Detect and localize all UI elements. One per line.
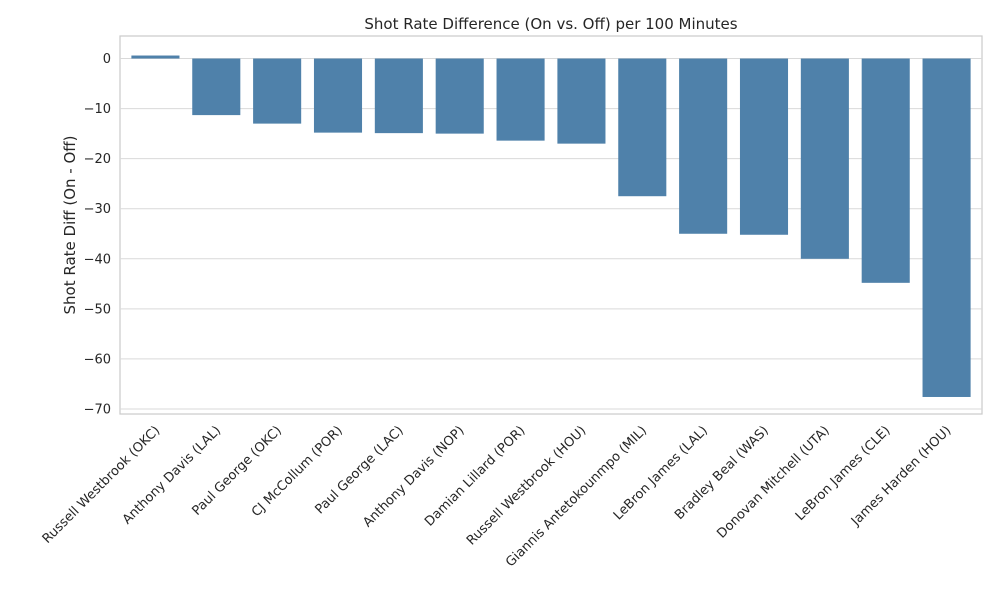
y-tick-label: −60 [84, 352, 111, 367]
y-axis-label: Shot Rate Diff (On - Off) [61, 136, 79, 315]
bar [131, 55, 180, 59]
bar [800, 58, 849, 259]
x-tick-labels: Russell Westbrook (OKC)Anthony Davis (LA… [40, 423, 955, 570]
bar [374, 58, 423, 134]
bar [679, 58, 728, 234]
x-tick-label: Anthony Davis (LAL) [120, 423, 224, 527]
y-tick-labels: 0 −10 −20 −30 −40 −50 −60 −70 [84, 52, 111, 417]
y-tick-label: 0 [103, 52, 111, 67]
plot-area [119, 35, 983, 415]
y-tick-label: −20 [84, 152, 111, 167]
y-tick-label: −40 [84, 252, 111, 267]
chart-title: Shot Rate Difference (On vs. Off) per 10… [364, 15, 737, 33]
x-tick-label: Damian Lillard (POR) [422, 423, 528, 529]
bar [618, 58, 667, 197]
y-tick-label: −50 [84, 302, 111, 317]
x-tick-label: Russell Westbrook (HOU) [464, 423, 589, 548]
bar [922, 58, 971, 397]
y-tick-label: −70 [84, 402, 111, 417]
bars [131, 55, 971, 397]
y-tick-label: −10 [84, 102, 111, 117]
bar [192, 58, 241, 116]
x-tick-label: Donovan Mitchell (UTA) [714, 423, 832, 541]
x-tick-label: Russell Westbrook (OKC) [40, 423, 164, 547]
bar [739, 58, 789, 235]
x-tick-label: James Harden (HOU) [848, 423, 954, 529]
bar [435, 58, 484, 134]
bar [313, 58, 363, 133]
x-tick-label: Anthony Davis (NOP) [360, 423, 467, 530]
bar [861, 58, 910, 283]
bar [496, 58, 545, 141]
bar [557, 58, 606, 144]
bar [253, 58, 302, 124]
y-tick-label: −30 [84, 202, 111, 217]
